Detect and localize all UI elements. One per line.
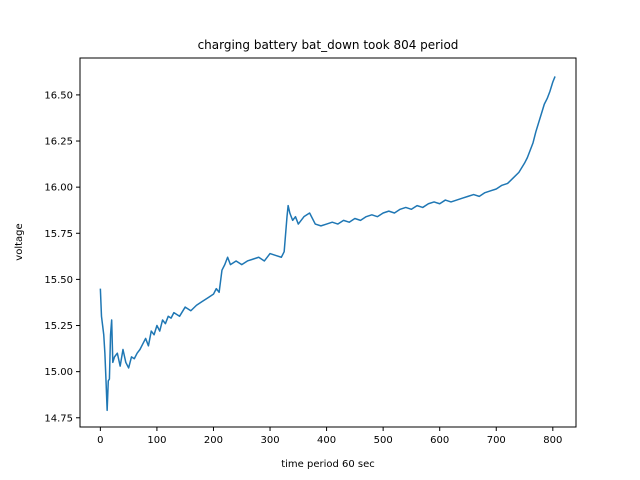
chart-title: charging battery bat_down took 804 perio… <box>198 38 459 52</box>
y-tick-label: 16.25 <box>44 137 73 148</box>
x-tick-label: 700 <box>487 435 506 446</box>
x-tick-label: 400 <box>317 435 336 446</box>
series-layer <box>99 76 556 412</box>
plot-frame <box>79 57 577 428</box>
y-axis-label: voltage <box>14 223 25 260</box>
series-line-0 <box>99 76 556 412</box>
y-tick-label: 15.75 <box>44 229 73 240</box>
x-axis-label: time period 60 sec <box>281 459 375 470</box>
y-tick-label: 15.50 <box>44 275 73 286</box>
x-tick-label: 500 <box>374 435 393 446</box>
y-tick-label: 14.75 <box>44 413 73 424</box>
x-tick-label: 0 <box>97 435 103 446</box>
y-tick-label: 15.25 <box>44 321 73 332</box>
y-tick-label: 15.00 <box>44 367 73 378</box>
y-tick-label: 16.00 <box>44 183 73 194</box>
y-axis: 14.75 15.00 15.25 15.50 15.75 16.00 16.25 16.50 <box>44 90 80 424</box>
x-tick-label: 200 <box>204 435 223 446</box>
x-tick-label: 600 <box>430 435 449 446</box>
x-axis: 0 100 200 300 400 500 600 700 800 <box>97 427 562 446</box>
x-tick-label: 300 <box>260 435 279 446</box>
x-tick-label: 100 <box>147 435 166 446</box>
x-tick-label: 800 <box>543 435 562 446</box>
y-tick-label: 16.50 <box>44 90 73 101</box>
